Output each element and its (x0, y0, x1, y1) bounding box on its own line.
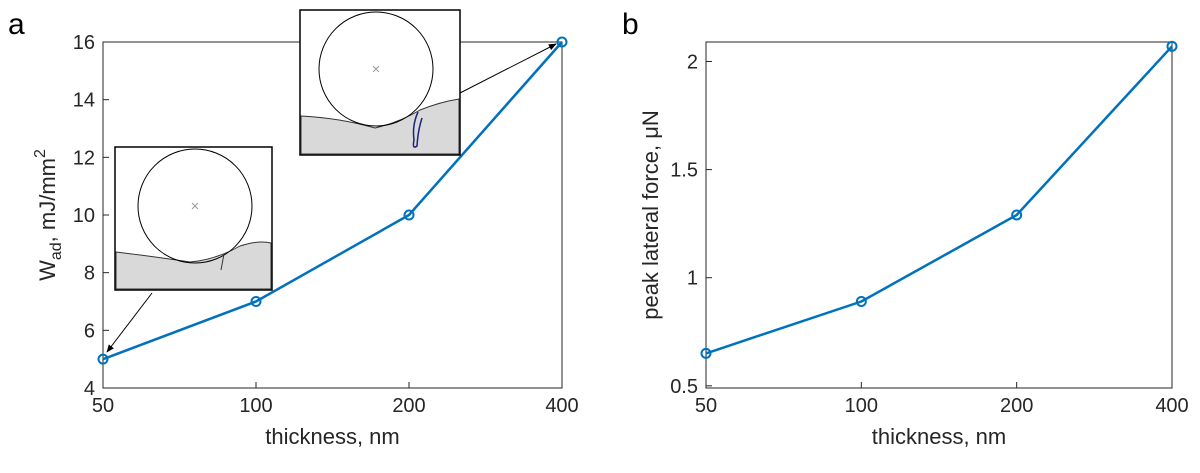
y-tick-label: 2 (687, 51, 698, 73)
inset (299, 9, 461, 156)
y-tick-label: 1.5 (670, 160, 698, 182)
x-tick-label: 100 (845, 395, 878, 417)
y-tick-label: 1 (687, 268, 698, 290)
y-axis-label: Wad, mJ/mm2 (32, 149, 65, 281)
axes-box (705, 41, 1173, 389)
data-point (855, 296, 867, 307)
panel-letter: b (622, 8, 639, 41)
x-tick-label: 50 (695, 395, 717, 417)
data-point (556, 36, 568, 48)
y-tick-label: 12 (73, 147, 95, 169)
arrow (106, 292, 153, 353)
x-axis-label: thickness, nm (872, 424, 1007, 449)
y-axis-label-part: , mJ/mm (35, 158, 60, 242)
y-axis-label-part: 2 (32, 149, 49, 158)
data-point (97, 353, 109, 365)
inset (114, 146, 273, 291)
data-line (102, 41, 563, 361)
x-tick-label: 200 (1000, 395, 1033, 417)
y-tick-label: 0.5 (670, 376, 698, 398)
x-tick-label: 400 (545, 395, 578, 417)
arrow (459, 43, 557, 94)
x-tick-label: 100 (239, 395, 272, 417)
panel-letter: a (8, 8, 25, 41)
y-axis-label: peak lateral force, μN (638, 110, 663, 320)
y-axis-label-part: peak lateral force, μN (638, 110, 663, 320)
y-axis-label-part: W (35, 260, 60, 281)
x-tick-label: 50 (92, 395, 114, 417)
data-point (250, 296, 262, 307)
x-axis-label: thickness, nm (265, 424, 400, 449)
y-tick-label: 10 (73, 205, 95, 227)
y-tick-label: 4 (84, 378, 95, 400)
data-point (1011, 209, 1023, 221)
y-tick-label: 14 (73, 90, 95, 112)
y-tick-label: 8 (84, 263, 95, 285)
x-tick-label: 200 (392, 395, 425, 417)
data-point (1166, 40, 1178, 52)
data-line (705, 45, 1173, 355)
y-tick-label: 6 (84, 320, 95, 342)
y-axis-label-part: ad (48, 242, 65, 260)
data-point (403, 209, 415, 221)
x-tick-label: 400 (1155, 395, 1188, 417)
data-point (700, 347, 712, 359)
y-tick-label: 16 (73, 32, 95, 54)
